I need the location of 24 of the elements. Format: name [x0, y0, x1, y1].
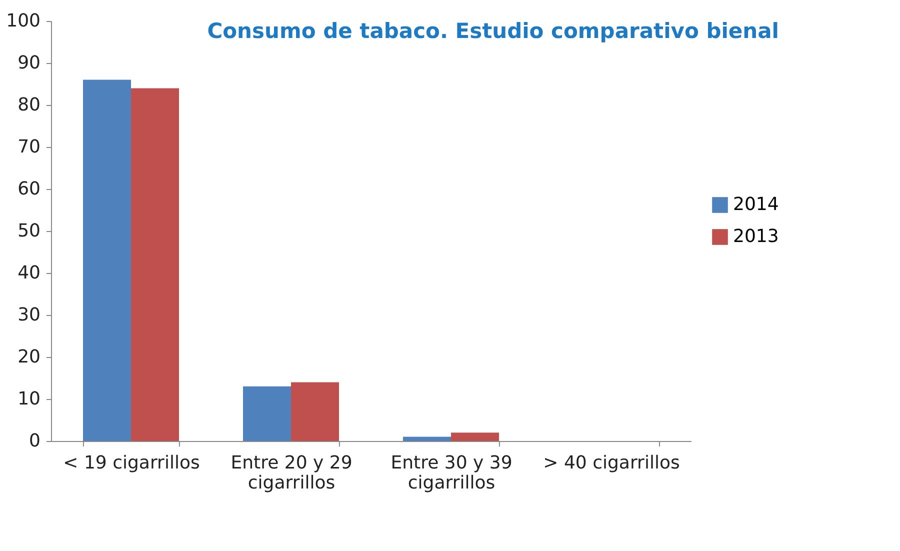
- legend-label: 2013: [733, 226, 779, 247]
- x-tick-label: Entre 20 y 29 cigarrillos: [230, 452, 352, 494]
- y-tick-label: 80: [18, 94, 40, 116]
- y-tick-label: 90: [18, 52, 40, 74]
- x-tick-label: > 40 cigarrillos: [543, 452, 680, 474]
- bar: [451, 432, 499, 441]
- bar: [291, 382, 339, 441]
- y-tick-label: 10: [18, 388, 40, 410]
- y-tick-label: 70: [18, 136, 40, 158]
- y-tick-label: 40: [18, 262, 40, 284]
- bar: [243, 386, 291, 441]
- y-tick-label: 0: [29, 430, 40, 452]
- x-tick-label: Entre 30 y 39 cigarrillos: [390, 452, 512, 494]
- legend-label: 2014: [733, 194, 779, 215]
- x-tick-label: < 19 cigarrillos: [63, 452, 200, 474]
- bar: [403, 436, 451, 441]
- chart-title: Consumo de tabaco. Estudio comparativo bienal: [207, 19, 779, 43]
- y-tick-label: 60: [18, 178, 40, 200]
- y-tick-label: 50: [18, 220, 40, 242]
- y-tick-label: 30: [18, 304, 40, 326]
- bar: [131, 88, 179, 441]
- y-tick-label: 100: [6, 10, 40, 32]
- y-tick-label: 20: [18, 346, 40, 368]
- bar: [83, 80, 131, 441]
